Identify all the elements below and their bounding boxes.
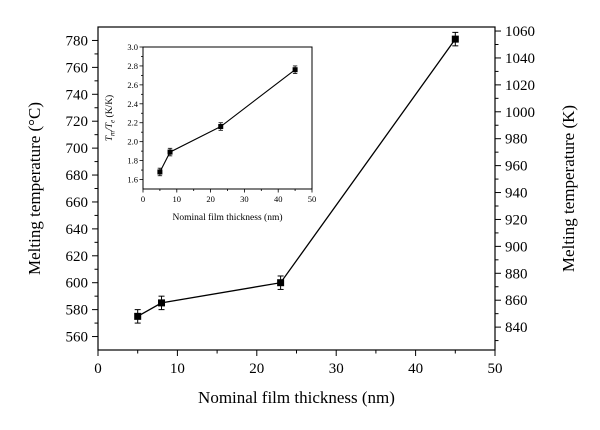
main-y-tick-label: 720 [66,114,89,130]
main-y-tick-label: 680 [66,168,89,184]
main-y2-tick-label: 940 [505,186,528,202]
main-y-tick-label: 620 [66,249,89,265]
inset-x-tick-label: 40 [274,194,283,204]
inset-y-axis-label: Tm/Te (K/K) [104,95,117,141]
inset-y-label-part: m [109,131,117,136]
main-x-tick-label: 50 [488,361,503,377]
main-x-tick-label: 20 [249,361,264,377]
main-y-tick-label: 600 [66,276,89,292]
inset-data-point [157,169,163,175]
main-data-point [134,312,142,320]
main-x-tick-label: 40 [408,361,423,377]
main-y2-tick-label: 1000 [505,105,535,121]
main-y-tick-label: 740 [66,87,89,103]
main-y2-tick-label: 880 [505,266,528,282]
main-data-point [277,279,285,287]
inset-y-tick-label: 1.8 [127,156,138,166]
inset-y-tick-label: 2.4 [127,99,138,109]
inset-y-label-part: e [109,120,117,123]
main-y-tick-label: 580 [66,303,89,319]
main-x-tick-label: 10 [170,361,185,377]
main-y2-tick-label: 1040 [505,51,535,67]
main-y2-tick-label: 980 [505,132,528,148]
inset-plot-frame [142,46,313,190]
inset-y-tick-label: 2.6 [127,80,138,90]
main-y-tick-label: 700 [66,141,89,157]
inset-x-tick-label: 50 [308,194,317,204]
main-x-tick-label: 0 [94,361,102,377]
inset-x-axis-label: Nominal film thickness (nm) [172,212,282,223]
main-y2-tick-label: 900 [505,239,528,255]
inset-y-tick-label: 2.0 [127,137,138,147]
inset-y-tick-label: 3.0 [127,42,138,52]
inset-y-tick-label: 2.8 [127,61,138,71]
main-data-point [451,35,459,43]
main-y2-axis-label: Melting temperature (K) [559,105,578,272]
main-y2-tick-label: 1060 [505,24,535,40]
inset-y-label-part: T [105,135,115,141]
inset-y-label-part: (K/K) [104,95,115,120]
inset-data-point [218,124,224,130]
main-y-tick-label: 560 [66,330,89,346]
main-y-tick-label: 780 [66,33,89,49]
main-y2-tick-label: 960 [505,159,528,175]
main-y2-tick-label: 840 [505,320,528,336]
main-y-tick-label: 760 [66,60,89,76]
inset-x-tick-label: 0 [141,194,145,204]
main-y-tick-label: 660 [66,195,89,211]
main-x-tick-label: 30 [329,361,344,377]
main-y2-tick-label: 1020 [505,78,535,94]
inset-x-tick-label: 10 [173,194,182,204]
main-x-axis-label: Nominal film thickness (nm) [198,388,395,407]
main-y2-tick-label: 860 [505,293,528,309]
inset-y-label-part: /T [105,122,115,132]
inset-x-tick-label: 20 [206,194,215,204]
main-data-point [158,299,166,307]
inset-y-tick-label: 1.6 [127,175,138,185]
inset-data-point [292,67,298,73]
inset-x-tick-label: 30 [240,194,249,204]
main-y-axis-label: Melting temperature (°C) [25,102,44,275]
inset-data-point [167,149,173,155]
main-y-tick-label: 640 [66,222,89,238]
inset-series-line [159,69,296,173]
main-y2-tick-label: 920 [505,212,528,228]
inset-y-tick-label: 2.2 [127,118,138,128]
main-series-line [137,38,456,317]
